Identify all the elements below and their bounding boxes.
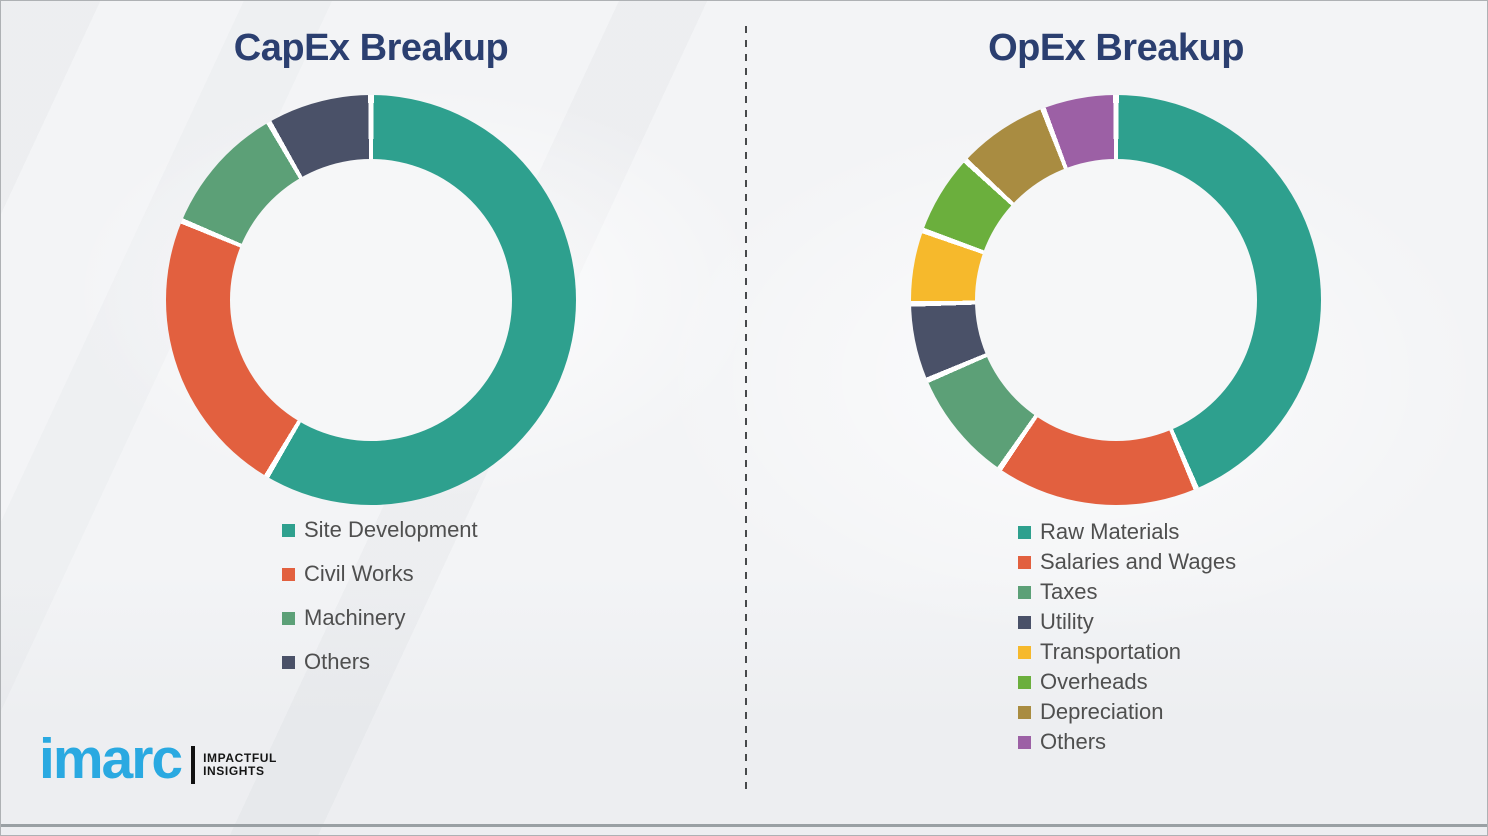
legend-swatch — [1018, 705, 1031, 719]
dashed-divider — [745, 26, 747, 792]
legend-swatch — [1018, 555, 1031, 569]
legend-swatch — [1018, 585, 1031, 599]
capex-donut-hole — [230, 159, 512, 441]
legend-label: Others — [1040, 729, 1107, 754]
legend-swatch — [282, 655, 295, 669]
legend-label: Overheads — [1040, 669, 1148, 694]
legend-swatch — [282, 523, 295, 537]
legend-label: Raw Materials — [1040, 519, 1180, 544]
capex-legend: Site Development Civil Works Machinery Othe… — [282, 518, 478, 694]
legend-item: Transportation — [1018, 640, 1236, 664]
legend-label: Utility — [1040, 609, 1094, 634]
legend-item: Taxes — [1018, 580, 1236, 604]
legend-item: Machinery — [282, 606, 478, 630]
legend-swatch — [1018, 615, 1031, 629]
imarc-logo-tagline: IMPACTFUL INSIGHTS — [203, 752, 277, 777]
legend-label: Machinery — [304, 605, 406, 630]
legend-swatch — [282, 611, 295, 625]
legend-label: Salaries and Wages — [1040, 549, 1237, 574]
legend-swatch — [1018, 525, 1031, 539]
legend-item: Others — [1018, 730, 1236, 754]
legend-item: Utility — [1018, 610, 1236, 634]
imarc-logo: imarc IMPACTFUL INSIGHTS — [39, 731, 277, 788]
legend-item: Others — [282, 650, 478, 674]
legend-label: Civil Works — [304, 561, 414, 586]
legend-item: Depreciation — [1018, 700, 1236, 724]
opex-legend: Raw Materials Salaries and Wages Taxes Util… — [1018, 520, 1236, 760]
legend-label: Others — [304, 649, 371, 674]
legend-item: Salaries and Wages — [1018, 550, 1236, 574]
imarc-logo-divider-bar — [191, 745, 196, 784]
opex-chart-title: OpEx Breakup — [988, 27, 1244, 69]
legend-item: Civil Works — [282, 562, 478, 586]
legend-swatch — [282, 567, 295, 581]
imarc-logo-wordmark: imarc — [39, 727, 183, 791]
imarc-tagline-line1: IMPACTFUL — [203, 750, 277, 765]
legend-item: Raw Materials — [1018, 520, 1236, 544]
legend-label: Depreciation — [1040, 699, 1164, 724]
legend-swatch — [1018, 675, 1031, 689]
legend-label: Transportation — [1040, 639, 1182, 664]
bottom-rule — [1, 824, 1487, 827]
imarc-tagline-line2: INSIGHTS — [203, 763, 265, 778]
legend-item: Site Development — [282, 518, 478, 542]
legend-item: Overheads — [1018, 670, 1236, 694]
legend-label: Taxes — [1040, 579, 1098, 604]
opex-donut-hole — [975, 159, 1257, 441]
capex-donut-chart — [166, 95, 576, 505]
legend-label: Site Development — [304, 517, 478, 542]
capex-chart-title: CapEx Breakup — [233, 27, 509, 69]
legend-swatch — [1018, 735, 1031, 749]
opex-donut-chart — [911, 95, 1321, 505]
legend-swatch — [1018, 645, 1031, 659]
